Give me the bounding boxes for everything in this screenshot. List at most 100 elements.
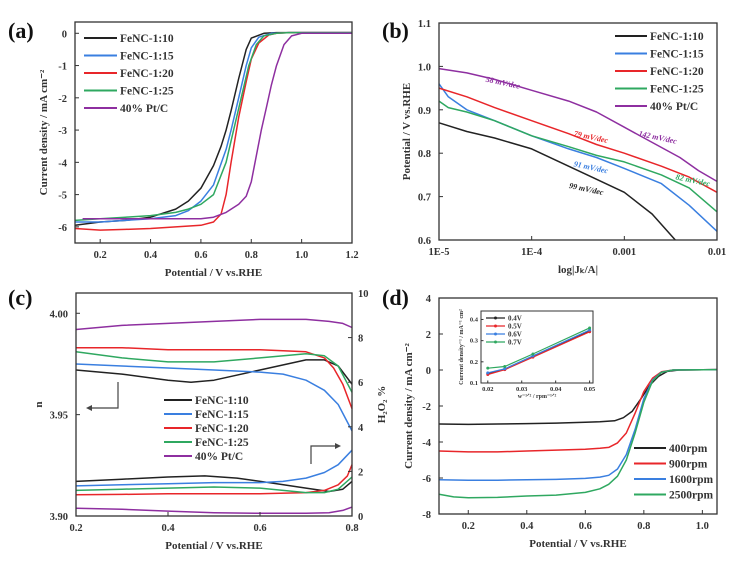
inset-marker bbox=[588, 326, 592, 330]
panel-a-legend-label: 40% Pt/C bbox=[120, 103, 168, 115]
inset-marker bbox=[486, 371, 490, 375]
panel-d-ytick-label: 2 bbox=[426, 330, 431, 341]
panel-d-legend-label: 2500rpm bbox=[669, 490, 714, 502]
panel-d-legend: 400rpm 900rpm 1600rpm 2500rpm bbox=[634, 443, 714, 502]
panel-d-label: (d) bbox=[382, 285, 409, 310]
inset-legend-marker bbox=[494, 324, 497, 328]
panel-c-right-ytick-label: 2 bbox=[358, 467, 363, 478]
panel-d-inset: 0.02 0.03 0.04 0.05 0.1 0.2 0.3 0.4 w⁻¹ᐟ² / rpm… bbox=[453, 309, 599, 401]
panel-c-legend-label: FeNC-1:15 bbox=[195, 409, 249, 421]
h2o2-line-40-pt-c bbox=[75, 506, 353, 515]
n-line-fenc-1-10 bbox=[75, 359, 353, 385]
panel-b-frame bbox=[438, 22, 718, 241]
panel-b-ylabel: Potential / V vs.RHE bbox=[401, 83, 413, 180]
inset-xtick-label: 0.03 bbox=[516, 386, 528, 393]
inset-legend-marker bbox=[494, 340, 497, 344]
left-axis-arrow-icon bbox=[88, 382, 119, 409]
panel-a-ylabel: Current density / mA cm⁻² bbox=[38, 69, 50, 195]
panel-b-xlabel: log|Jₖ/A| bbox=[558, 264, 598, 276]
inset-frame bbox=[480, 310, 594, 384]
series-line-fenc-1-25 bbox=[74, 31, 352, 222]
series-line-fenc-1-20 bbox=[74, 31, 352, 231]
panel-c-ytick-label: 3.90 bbox=[50, 512, 68, 523]
panel-a-legend-label: FeNC-1:25 bbox=[120, 86, 174, 98]
panel-a-ytick-label: -6 bbox=[58, 223, 67, 234]
inset-marker bbox=[588, 328, 592, 332]
panel-b-xtick-label: 1E-4 bbox=[521, 247, 543, 258]
panel-b-ytick-label: 0.7 bbox=[418, 193, 431, 204]
series-line-40-pt-c bbox=[82, 32, 352, 220]
inset-marker bbox=[486, 366, 490, 370]
panel-a-xtick-label: 1.0 bbox=[295, 250, 308, 261]
n-line-fenc-1-15 bbox=[75, 363, 353, 432]
panel-d-legend-label: 1600rpm bbox=[669, 474, 714, 486]
panel-c-right-ytick-label: 6 bbox=[358, 378, 363, 389]
series-line-fenc-1-10 bbox=[74, 31, 352, 227]
panel-b-legend-label: FeNC-1:20 bbox=[650, 66, 704, 78]
inset-legend-label: 0.4V bbox=[508, 315, 522, 323]
panel-b-legend-label: 40% Pt/C bbox=[650, 101, 698, 113]
panel-d: (d) 0.2 0.4 0.6 0.8 1.0 -8 -6 -4 -2 0 2 4 Potential… bbox=[382, 285, 718, 550]
panel-d-legend-label: 400rpm bbox=[669, 443, 708, 455]
inset-legend-marker bbox=[494, 316, 497, 320]
inset-legend-label: 0.7V bbox=[508, 339, 522, 347]
inset-marker bbox=[503, 367, 507, 371]
inset-xtick-label: 0.04 bbox=[550, 386, 562, 393]
panel-d-xtick-label: 1.0 bbox=[696, 521, 709, 532]
panel-d-ytick-label: -8 bbox=[422, 510, 431, 521]
panel-c-legend-label: FeNC-1:25 bbox=[195, 437, 249, 449]
panel-b-legend-label: FeNC-1:15 bbox=[650, 49, 704, 61]
panel-b-legend-label: FeNC-1:25 bbox=[650, 84, 704, 96]
tafel-slope-annotation: 142 mV/dec bbox=[638, 129, 678, 146]
n-line-fenc-1-20 bbox=[76, 346, 353, 409]
panel-c-legend-label: 40% Pt/C bbox=[195, 451, 243, 463]
panel-c-right-ytick-label: 0 bbox=[358, 512, 363, 523]
panel-c-ylabel-right: H₂O₂ % bbox=[376, 386, 388, 423]
panel-b-ytick-label: 0.8 bbox=[418, 149, 431, 160]
panel-c-right-ytick-label: 10 bbox=[358, 289, 369, 300]
panel-b-ytick-label: 1.1 bbox=[418, 19, 431, 30]
panel-d-ytick-label: -6 bbox=[422, 474, 431, 485]
panel-c-label: (c) bbox=[8, 285, 32, 310]
panel-a-ytick-label: 0 bbox=[62, 29, 67, 40]
panel-d-xtick-label: 0.2 bbox=[462, 521, 475, 532]
series-line-fenc-1-10 bbox=[438, 122, 676, 241]
series-line-fenc-1-20 bbox=[438, 87, 718, 193]
inset-line-07v bbox=[487, 327, 590, 369]
panel-d-xlabel: Potential / V vs.RHE bbox=[529, 538, 626, 550]
panel-a: (a) 0.2 0.4 0.6 0.8 1.0 1.2 0 -1 -2 -3 -4 -5 -6 Pote… bbox=[8, 18, 359, 279]
left-arrowhead-icon bbox=[86, 405, 92, 411]
panel-a-xtick-label: 0.4 bbox=[144, 250, 158, 261]
panel-a-xlabel: Potential / V vs.RHE bbox=[165, 267, 262, 279]
panel-c-legend-label: FeNC-1:20 bbox=[195, 423, 249, 435]
panel-a-xtick-label: 1.2 bbox=[345, 250, 358, 261]
panel-c: (c) 0.2 0.4 0.6 0.8 3.90 3.95 4.00 0 2 4 6 8 10 Pote… bbox=[8, 285, 388, 552]
panel-a-ytick-label: -4 bbox=[58, 158, 67, 169]
panel-c-frame bbox=[75, 292, 353, 517]
panel-d-legend-label: 900rpm bbox=[669, 459, 708, 471]
panel-c-xtick-label: 0.8 bbox=[345, 523, 358, 534]
series-line-fenc-1-15 bbox=[438, 83, 718, 232]
panel-b-xtick-label: 0.001 bbox=[613, 247, 637, 258]
inset-marker bbox=[503, 364, 507, 368]
panel-b-label: (b) bbox=[382, 18, 409, 43]
panel-a-ytick-label: -2 bbox=[58, 94, 67, 105]
inset-ytick-label: 0.2 bbox=[470, 359, 478, 366]
inset-ytick-label: 0.3 bbox=[470, 338, 479, 345]
tafel-slope-annotation: 99 mV/dec bbox=[568, 181, 604, 197]
inset-legend: 0.4V0.5V0.6V0.7V bbox=[486, 315, 522, 347]
panel-c-right-ytick-label: 8 bbox=[358, 334, 363, 345]
panel-a-legend-label: FeNC-1:20 bbox=[120, 68, 174, 80]
panel-b-ytick-label: 0.6 bbox=[418, 236, 431, 247]
right-arrowhead-icon bbox=[335, 443, 341, 449]
panel-c-xtick-label: 0.2 bbox=[69, 523, 82, 534]
panel-a-xtick-label: 0.8 bbox=[245, 250, 258, 261]
panel-a-frame bbox=[74, 21, 353, 244]
h2o2-line-fenc-1-25 bbox=[75, 476, 353, 494]
panel-c-xtick-label: 0.6 bbox=[253, 523, 266, 534]
panel-c-xlabel: Potential / V vs.RHE bbox=[165, 540, 262, 552]
panel-c-ylabel: n bbox=[33, 401, 45, 407]
panel-a-xtick-label: 0.6 bbox=[194, 250, 207, 261]
